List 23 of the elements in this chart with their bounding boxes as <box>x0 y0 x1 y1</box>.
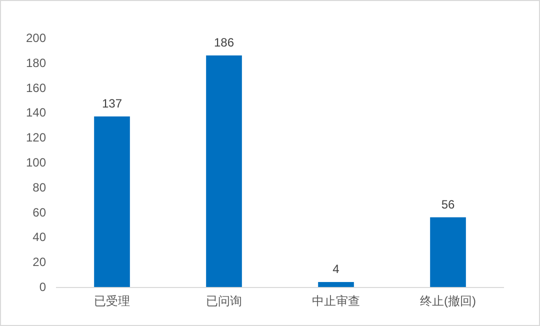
y-tick-label: 100 <box>26 156 46 170</box>
y-tick-label: 0 <box>39 280 46 294</box>
x-tick-label: 终止(撤回) <box>420 294 476 308</box>
bar <box>94 116 130 287</box>
y-tick-label: 60 <box>32 205 46 220</box>
data-label: 137 <box>102 96 122 110</box>
x-tick-label: 中止审查 <box>312 294 360 308</box>
x-tick-label: 已问询 <box>206 294 242 308</box>
bar <box>318 282 354 287</box>
y-tick-label: 140 <box>26 106 46 120</box>
data-label: 4 <box>332 262 340 276</box>
y-tick-label: 120 <box>26 130 46 145</box>
bar <box>430 217 466 287</box>
x-tick-label: 已受理 <box>94 294 130 308</box>
y-tick-label: 200 <box>26 31 46 45</box>
y-tick-label: 20 <box>32 255 46 270</box>
data-label: 186 <box>214 35 234 50</box>
data-label: 56 <box>441 197 455 212</box>
bar <box>206 55 242 287</box>
y-tick-label: 80 <box>32 180 46 194</box>
y-tick-label: 40 <box>32 230 46 244</box>
y-tick-label: 160 <box>26 80 46 95</box>
y-tick-label: 180 <box>26 56 46 70</box>
